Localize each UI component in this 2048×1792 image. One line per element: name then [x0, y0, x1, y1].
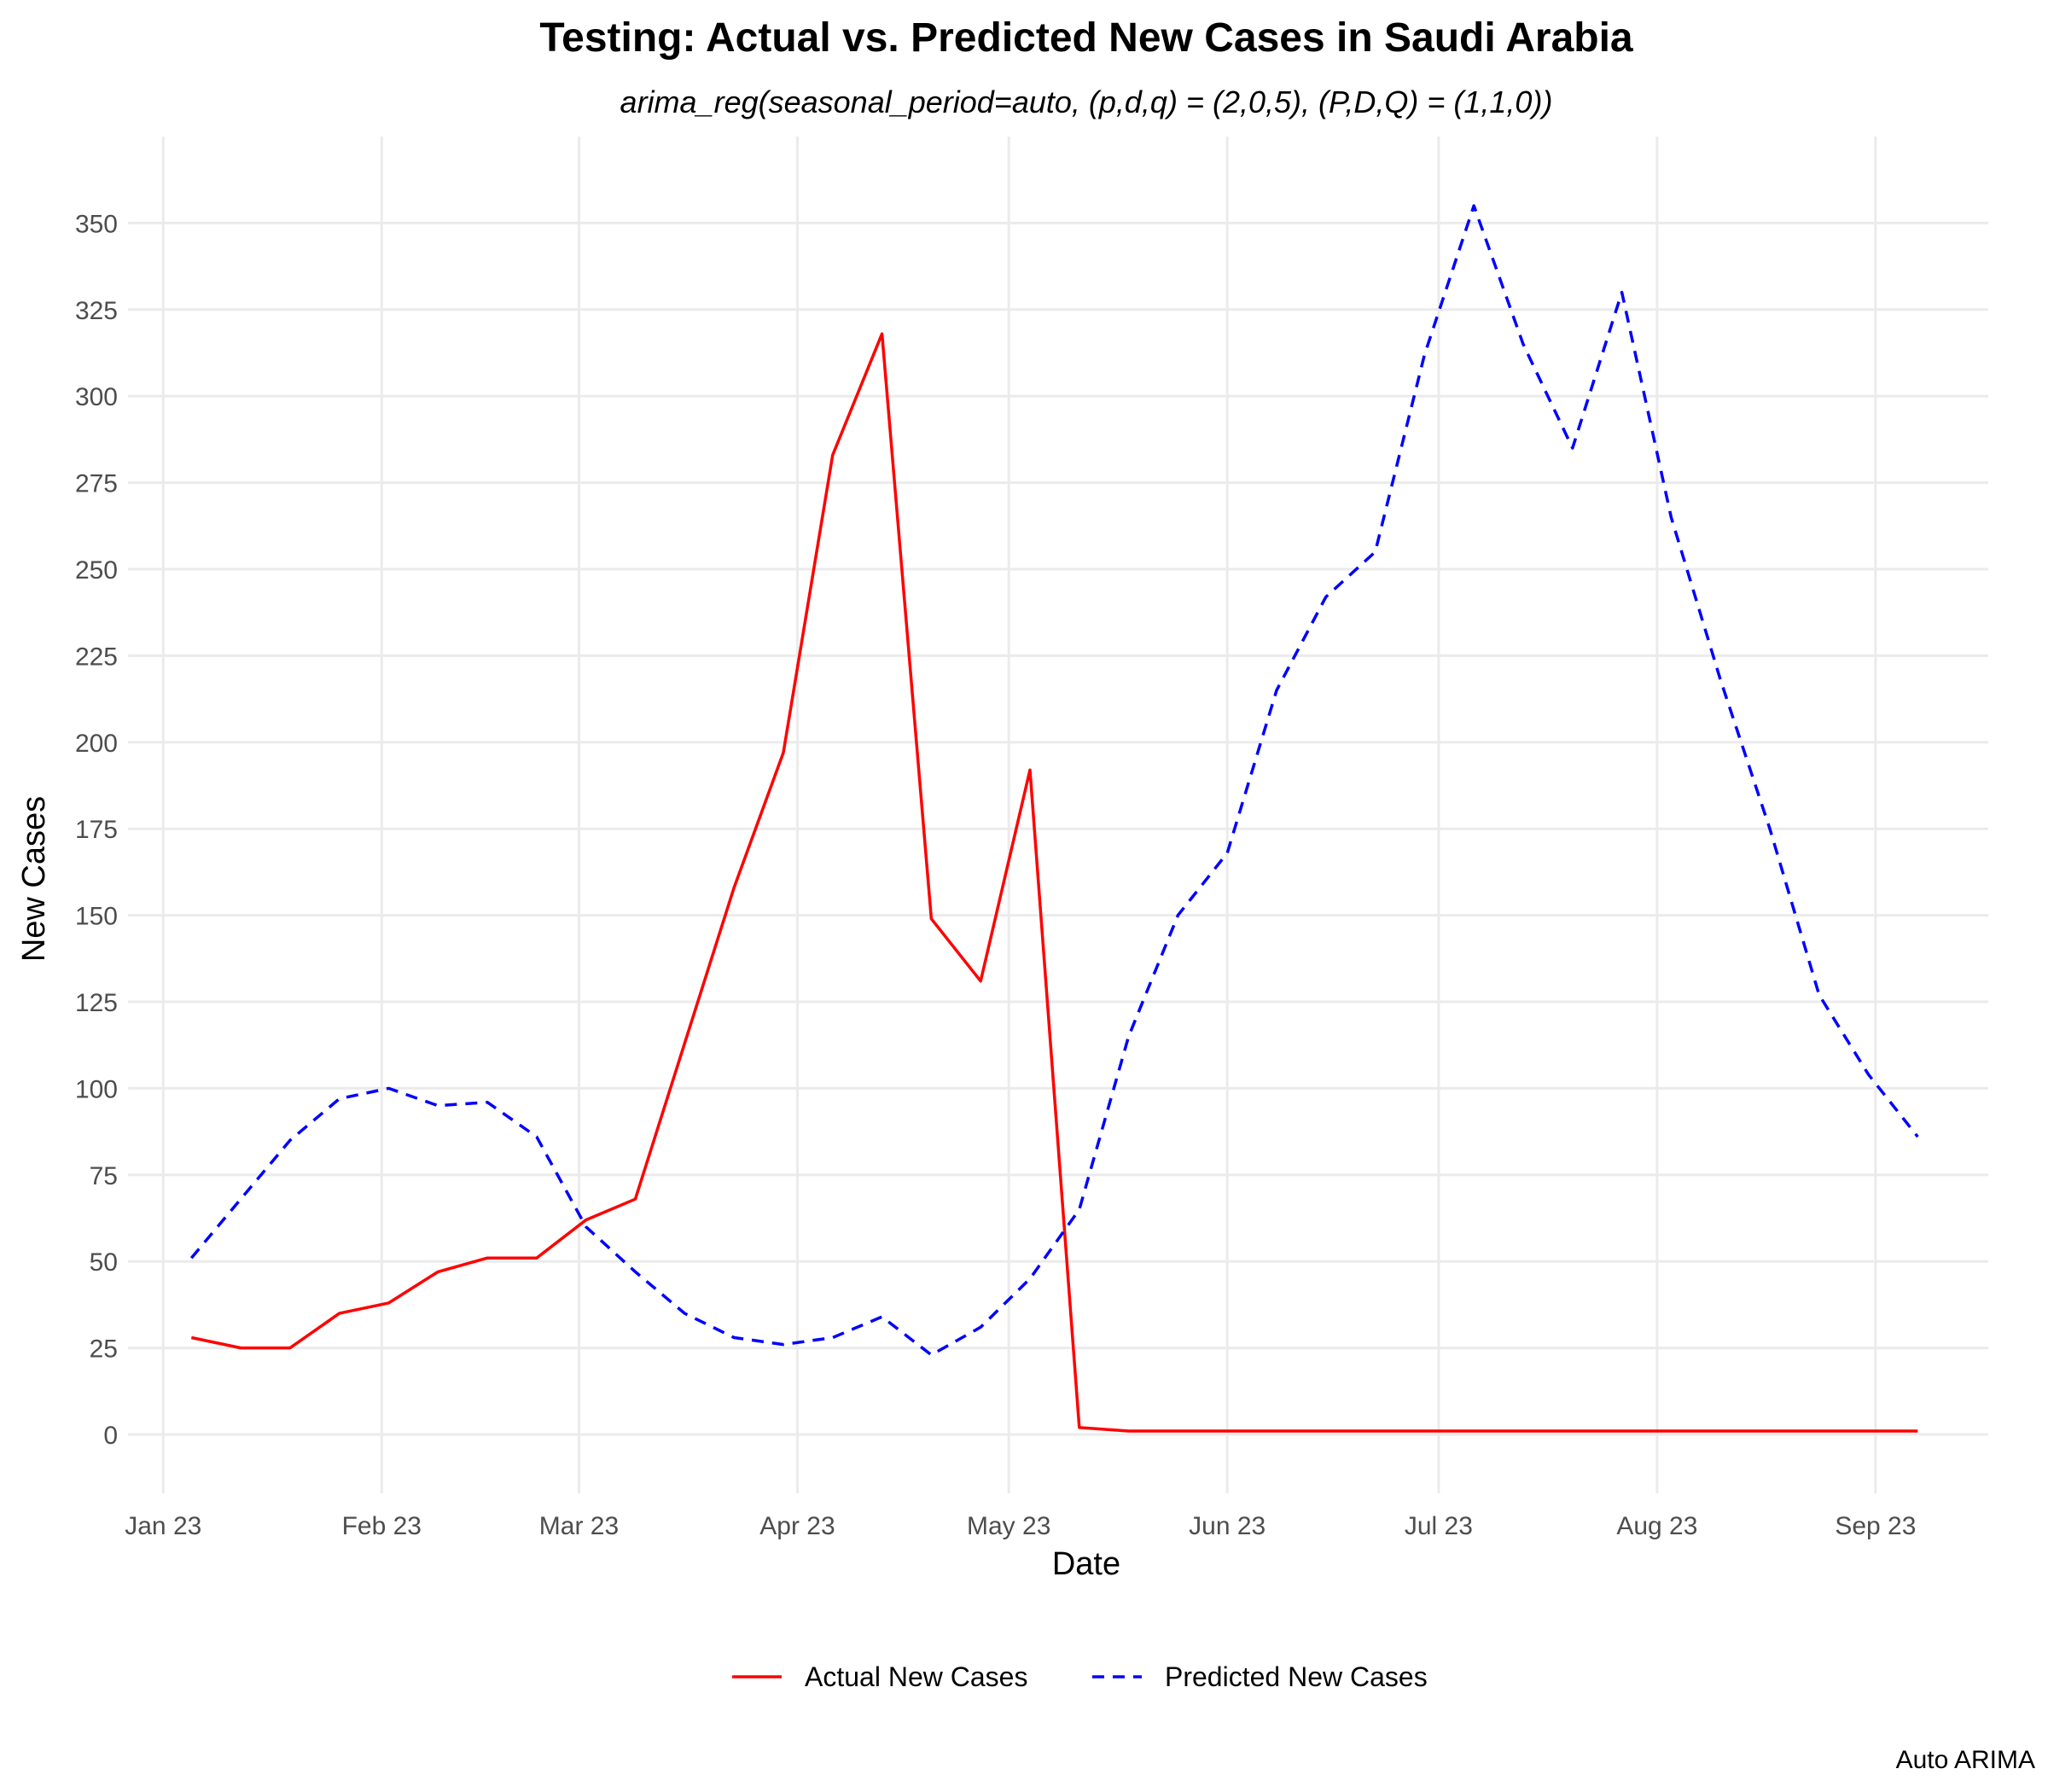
x-tick-label: Jul 23 [1405, 1512, 1473, 1540]
x-tick-label: Mar 23 [539, 1512, 619, 1540]
y-tick-label: 200 [75, 730, 118, 758]
y-tick-label: 275 [75, 470, 118, 498]
chart-title: Testing: Actual vs. Predicted New Cases … [539, 15, 1633, 61]
y-tick-label: 175 [75, 816, 118, 844]
x-tick-label: Sep 23 [1835, 1512, 1916, 1540]
y-tick-label: 125 [75, 989, 118, 1017]
y-tick-label: 225 [75, 643, 118, 671]
x-tick-label: Jun 23 [1189, 1512, 1265, 1540]
y-tick-label: 75 [90, 1162, 118, 1190]
series-line-actual [190, 332, 1918, 1433]
x-tick-label: Jan 23 [125, 1512, 201, 1540]
x-tick-label: Feb 23 [342, 1512, 422, 1540]
y-tick-label: 100 [75, 1075, 118, 1103]
series-layer [189, 204, 1919, 1433]
chart-caption: Auto ARIMA [1896, 1746, 2035, 1774]
plot-grid [128, 137, 1988, 1493]
legend: Actual New Cases Predicted New Cases [732, 1661, 1428, 1692]
y-tick-label: 350 [75, 210, 118, 238]
x-axis-title: Date [1052, 1546, 1120, 1582]
legend-entry-actual: Actual New Cases [732, 1661, 1027, 1692]
x-tick-label: Aug 23 [1616, 1512, 1697, 1540]
x-tick-label: Apr 23 [759, 1512, 835, 1540]
x-axis-ticks: Jan 23 Feb 23 Mar 23 Apr 23 May 23 Jun 23 Jul … [125, 1512, 1916, 1540]
y-tick-label: 300 [75, 383, 118, 411]
series-line-predicted [189, 204, 1919, 1357]
legend-label: Predicted New Cases [1165, 1661, 1428, 1692]
y-tick-label: 325 [75, 297, 118, 325]
chart-subtitle: arima_reg(seasonal_period=auto, (p,d,q) … [620, 84, 1553, 119]
y-tick-label: 250 [75, 556, 118, 585]
y-tick-label: 150 [75, 903, 118, 931]
y-tick-label: 0 [103, 1422, 118, 1450]
y-tick-label: 50 [90, 1248, 118, 1277]
x-tick-label: May 23 [967, 1512, 1050, 1540]
y-axis-ticks: 0 25 50 75 100 125 150 175 200 225 250 275 300 325 350 [75, 210, 118, 1450]
y-axis-title: New Cases [16, 796, 52, 962]
y-tick-label: 25 [90, 1335, 118, 1364]
legend-entry-predicted: Predicted New Cases [1092, 1661, 1428, 1692]
legend-label: Actual New Cases [805, 1661, 1027, 1692]
